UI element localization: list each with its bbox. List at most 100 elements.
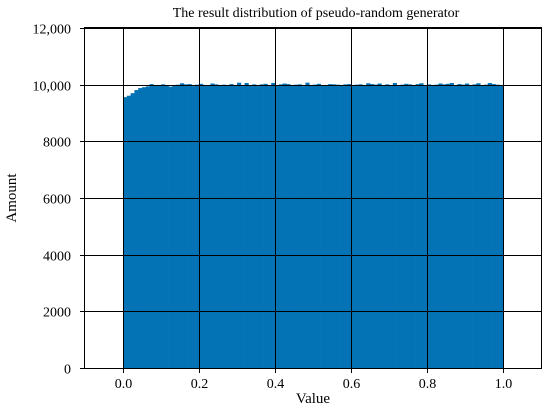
histogram-bar [305,82,310,369]
x-axis-label: Value [296,391,330,407]
histogram-bar [240,84,245,368]
histogram-bar [427,84,432,368]
histogram-bar [415,84,420,368]
histogram-bar [354,84,359,369]
histogram-bar [199,83,204,368]
histogram-bar [339,85,344,368]
histogram-bar [123,97,128,368]
histogram-bar [446,83,451,368]
histogram-bar [461,84,466,369]
histogram-bar [168,86,173,369]
histogram-bar [172,84,177,368]
histogram-bar [142,87,147,368]
histogram-bar [476,83,481,368]
histogram-bar [309,84,314,368]
histogram-bar [297,84,302,368]
histogram-bar [442,84,447,368]
x-tick-label: 0.2 [191,377,209,392]
histogram-bar [153,85,158,368]
histogram-bar [126,95,131,368]
histogram-bar [316,83,321,368]
histogram-bar [202,84,207,368]
histogram-bar [218,85,223,369]
y-tick-label: 6000 [43,193,71,208]
histogram-bar [347,84,352,368]
histogram-bar [282,83,287,368]
histogram-bar [332,84,337,368]
histogram-bar [362,85,367,368]
histogram-bar [453,85,458,368]
histogram-bar [404,83,409,368]
histogram-bar [408,84,413,368]
histogram-bar [138,88,143,368]
histogram-bar [465,83,470,368]
histogram-bar [275,85,280,369]
histogram-bar [373,84,378,369]
histogram-bar [210,83,215,368]
x-tick-label: 1.0 [495,377,513,392]
x-tick-label: 0.4 [267,377,285,392]
histogram-bar [430,85,435,368]
histogram-bar [195,84,200,369]
histogram-bar [225,85,230,368]
histogram-bar [256,86,261,368]
histogram-bar [183,84,188,368]
histogram-bar [290,85,295,369]
y-tick-label: 10,000 [33,80,72,95]
histogram-bar [366,83,371,368]
histogram-bar [313,84,318,369]
histogram-bar [381,85,386,369]
histogram-bar [400,84,405,369]
chart-title: The result distribution of pseudo-random… [173,6,460,21]
histogram-bar [335,84,340,369]
histogram-bar [480,85,485,368]
histogram-bar [472,84,477,368]
histogram-bar [191,86,196,368]
histogram-bar [134,90,139,369]
histogram-bar [278,84,283,368]
histogram-bar [457,84,462,368]
y-tick-label: 12,000 [33,23,72,38]
histogram-bar [130,93,135,369]
histogram-bar [294,84,299,369]
histogram-bar [370,84,375,368]
y-tick-label: 2000 [43,306,71,321]
histogram-bar [206,85,211,369]
histogram-bars [123,82,504,369]
grid-lines [85,28,541,369]
histogram-bar [491,84,496,368]
x-tick-label: 0.6 [343,377,361,392]
histogram-bar [145,86,150,369]
histogram-bar [434,84,439,369]
y-tick-label: 0 [64,363,71,378]
histogram-bar [237,82,242,369]
histogram-bar [468,84,473,368]
x-axis-ticks: 0.0 0.2 0.4 0.6 0.8 1.0 [115,368,513,392]
histogram-bar [377,83,382,368]
histogram-bar [244,82,249,368]
histogram-bar [484,84,489,369]
histogram-bar [263,83,268,368]
x-tick-label: 0.0 [115,377,133,392]
histogram-bar [157,85,162,369]
histogram-bar [164,85,169,368]
histogram-bar [423,85,428,369]
histogram-bar [324,84,329,368]
histogram-bar [320,85,325,369]
histogram-bar [438,83,443,368]
histogram-bar [351,84,356,368]
y-axis-label: Amount [4,173,20,223]
histogram-bar [271,82,276,368]
histogram-bar [233,85,238,369]
y-tick-label: 4000 [43,250,71,265]
histogram-bar [214,84,219,368]
histogram-bar [221,84,226,369]
histogram-bar [176,84,181,369]
x-tick-label: 0.8 [419,377,437,392]
histogram-bar [411,85,416,369]
histogram-bar [259,84,264,368]
y-axis-ticks: 0 2000 4000 6000 8000 10,000 12,000 [33,23,85,378]
histogram-bar [328,84,333,368]
histogram-bar [301,86,306,368]
